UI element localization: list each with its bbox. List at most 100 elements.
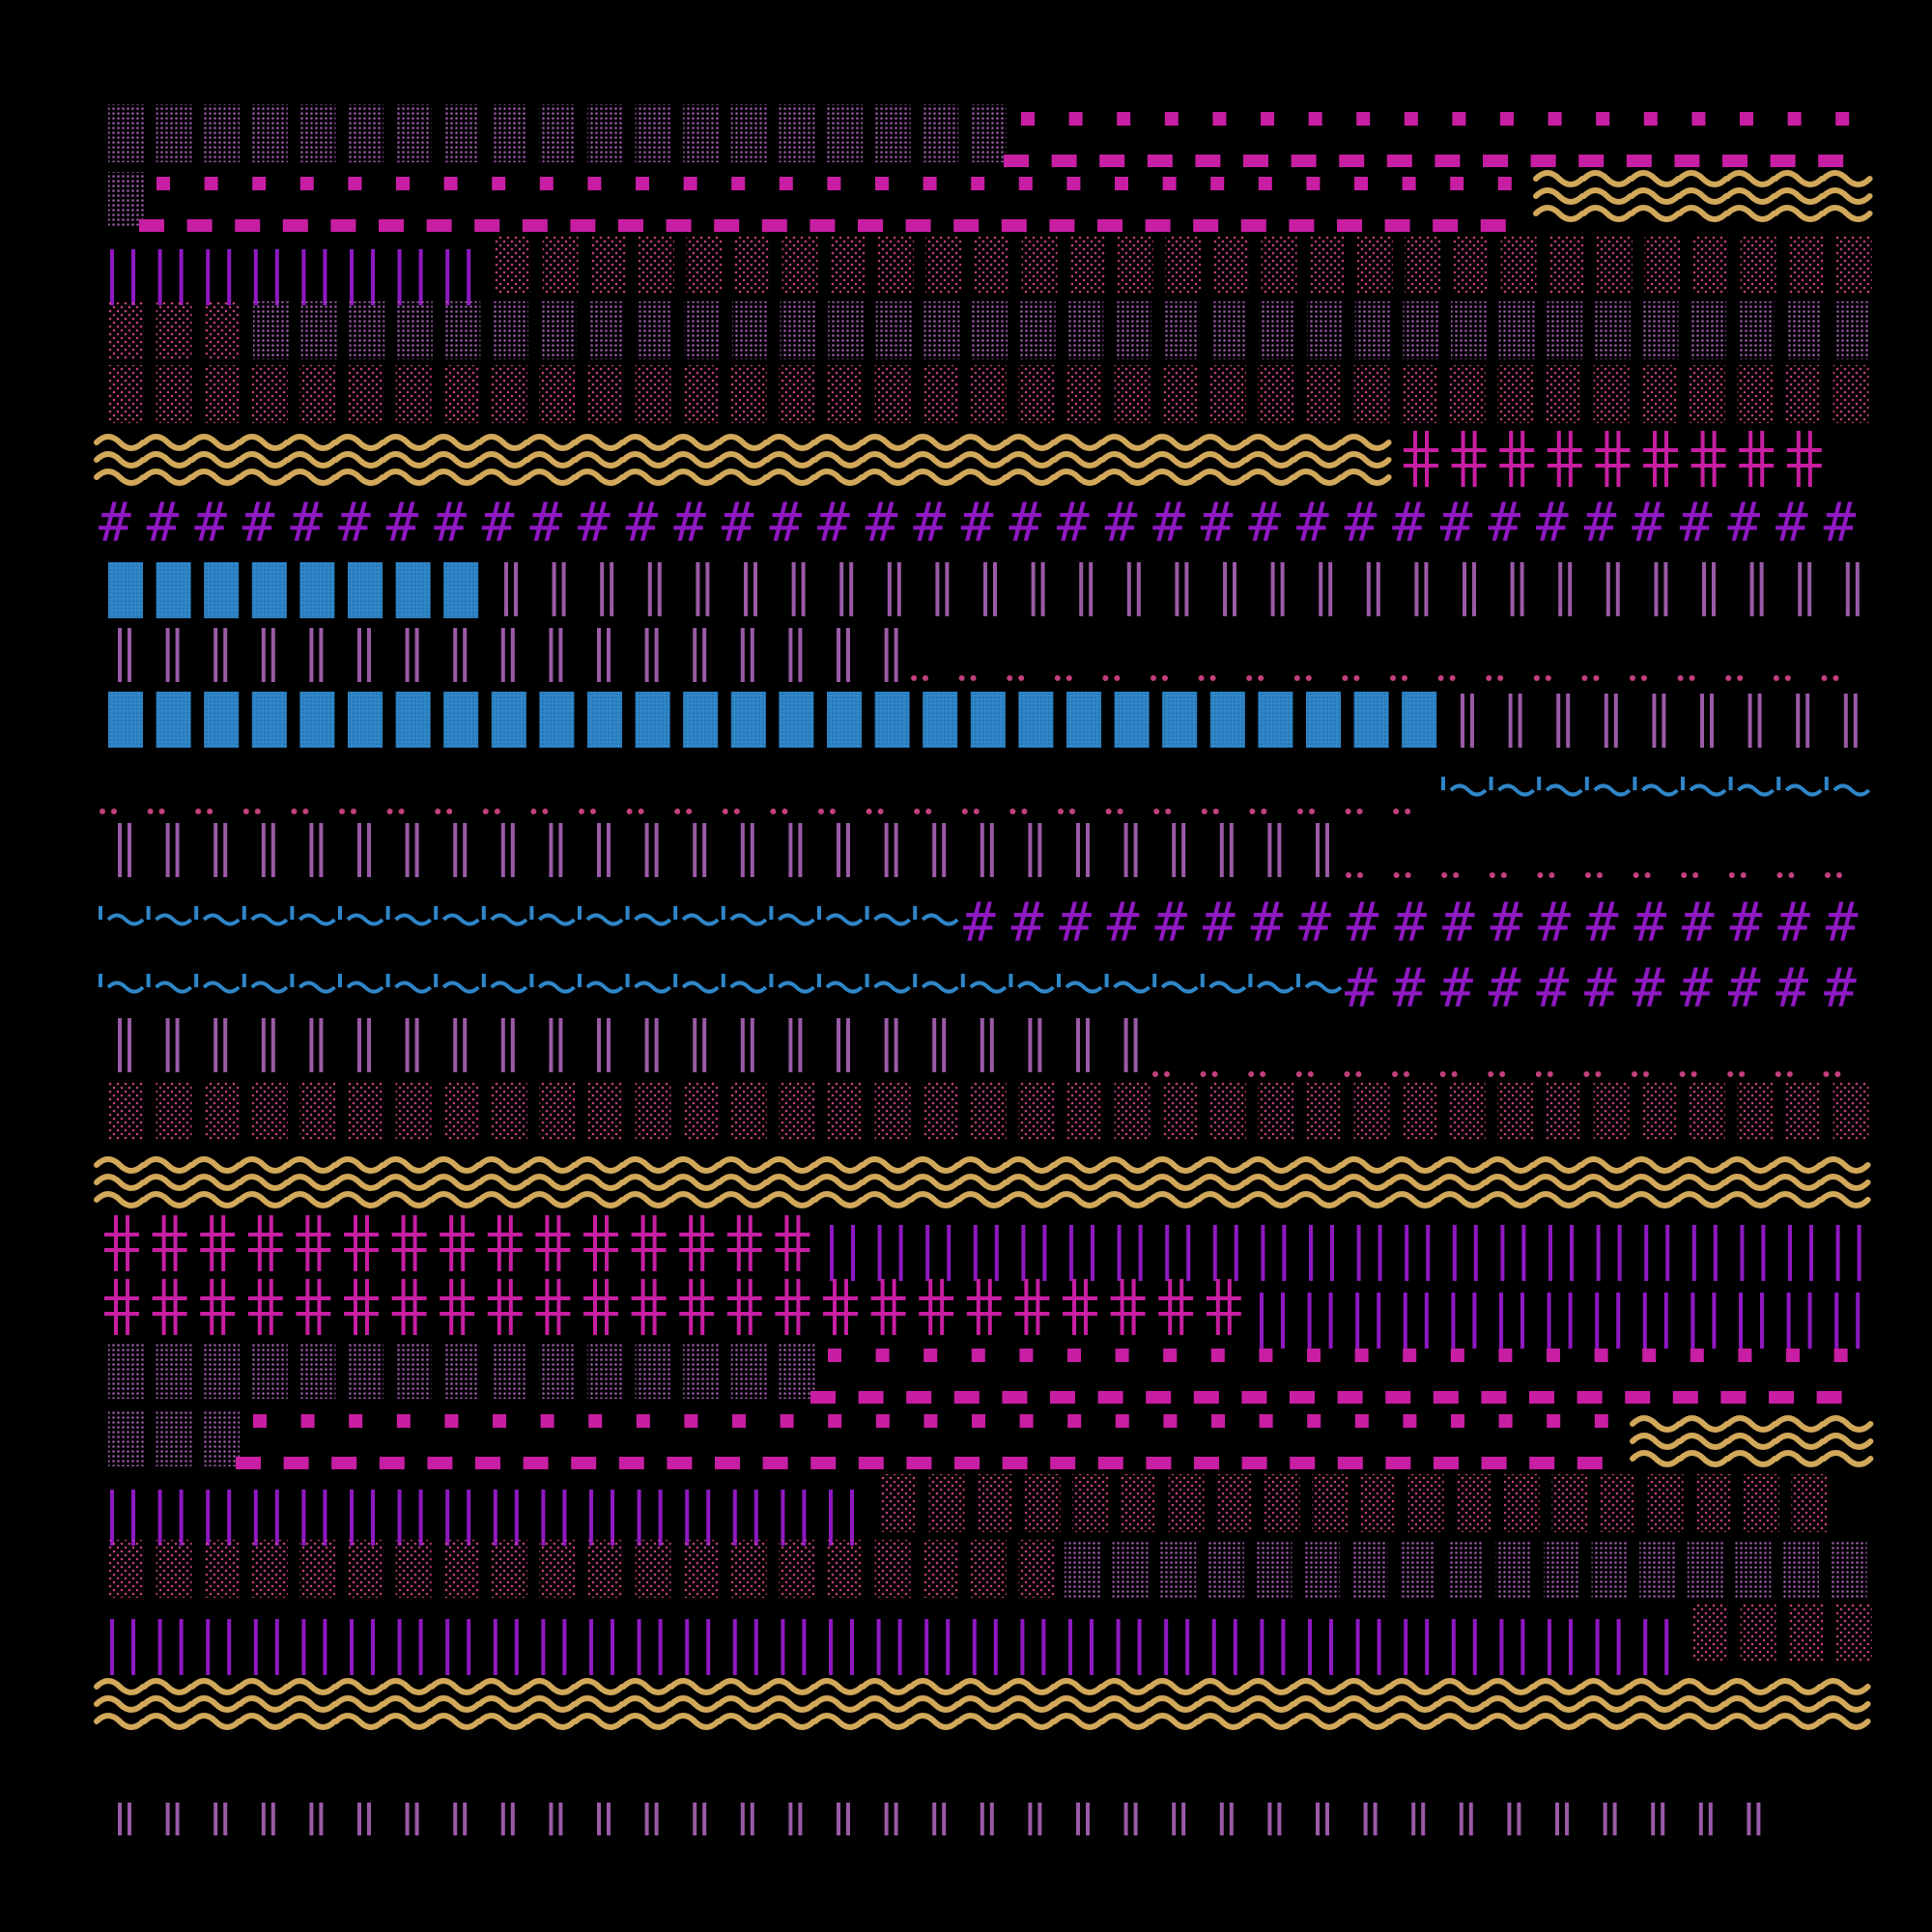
cross-icon (823, 1312, 858, 1316)
wave-icon (237, 1191, 290, 1208)
dot-pair-icon (1449, 675, 1456, 681)
vertical-bar-icon (1233, 1619, 1237, 1675)
hash-icon: # (1584, 957, 1617, 1020)
wave-icon (1148, 1191, 1201, 1208)
dotted-block-icon (444, 301, 481, 359)
wave-icon (1771, 1695, 1823, 1713)
double-bar-icon (319, 1803, 324, 1835)
double-bar-icon (693, 823, 697, 877)
dot-pair-icon (1725, 675, 1732, 681)
wave-icon (476, 1713, 529, 1730)
dotted-block-icon (1405, 236, 1441, 294)
cross-icon (679, 1248, 715, 1252)
wave-icon (1292, 434, 1344, 451)
wave-icon (189, 434, 242, 451)
tilde-icon (394, 980, 433, 994)
double-bar-icon (414, 1018, 419, 1072)
dot-pair-icon (242, 809, 249, 814)
square-dot-icon (875, 1349, 890, 1362)
wave-icon (1629, 187, 1682, 205)
dot-pair-icon (1114, 675, 1121, 681)
wave-icon (716, 451, 769, 469)
vertical-bar-icon (1451, 1619, 1456, 1675)
wave-icon (573, 434, 625, 451)
tilde-icon (873, 913, 912, 926)
dash-icon (1049, 219, 1075, 232)
dotted-block-icon (108, 1343, 144, 1399)
double-bar-icon (1807, 562, 1812, 616)
vertical-bar-icon (1807, 1293, 1812, 1349)
dotted-block-icon (1453, 236, 1489, 294)
cross-icon (461, 1279, 466, 1335)
wave-icon (1195, 469, 1248, 486)
cross-icon (257, 1279, 262, 1335)
dot-pair-icon (1165, 809, 1172, 814)
dot-pair-icon (1679, 1071, 1686, 1077)
dotted-block-icon (827, 104, 863, 162)
wave-icon (525, 1695, 578, 1713)
cross-icon (844, 1279, 848, 1335)
wave-icon (1773, 170, 1825, 187)
wave-icon (716, 1191, 769, 1208)
wave-icon (1148, 1695, 1201, 1713)
dash-icon (953, 1391, 980, 1404)
vertical-bar-icon (397, 1619, 402, 1675)
wave-icon (1771, 1191, 1823, 1208)
square-dot-icon (540, 1414, 554, 1428)
dash-icon (906, 1391, 932, 1404)
vertical-bar-icon (611, 1490, 614, 1546)
dotted-block-icon (395, 1082, 432, 1140)
vertical-bar-icon (253, 1619, 258, 1675)
double-bar-icon (453, 823, 458, 877)
dotted-block-icon (1833, 301, 1870, 359)
square-dot-icon (1833, 1349, 1848, 1362)
square-dot-icon (1354, 1349, 1369, 1362)
wave-icon (1339, 1713, 1392, 1730)
dot-pair-icon (1065, 675, 1072, 681)
dotted-block-icon (395, 104, 432, 162)
dotted-block-icon (299, 104, 336, 162)
dash-icon (1195, 155, 1221, 167)
dot-pair-icon (1105, 809, 1112, 814)
dotted-block-icon (1831, 1540, 1867, 1598)
wave-icon (1578, 1678, 1632, 1695)
vertical-bar-icon (467, 249, 471, 305)
wave-icon (812, 1695, 865, 1713)
square-dot-icon (1308, 112, 1322, 126)
double-bar-icon (414, 628, 419, 682)
double-bar-icon (175, 823, 180, 877)
wave-icon (94, 1713, 146, 1730)
dot-pair-icon (973, 809, 980, 814)
tilde-icon (729, 913, 768, 926)
wave-icon (381, 1156, 434, 1174)
vertical-bar-icon (1664, 1619, 1669, 1675)
dash-icon (906, 1457, 932, 1469)
dotted-block-icon (300, 301, 337, 359)
tilde-icon (537, 913, 576, 926)
cross-icon (412, 1279, 417, 1335)
wave-icon (1195, 1678, 1248, 1695)
square-dot-icon (1163, 1414, 1178, 1428)
double-bar-icon (453, 1018, 458, 1072)
double-bar-icon (1747, 1803, 1751, 1835)
double-bar-icon (309, 1803, 314, 1835)
wave-icon (237, 469, 290, 486)
wave-icon (1099, 1695, 1152, 1713)
dot-pair-icon (925, 809, 932, 814)
cross-icon (1168, 1279, 1173, 1335)
hash-icon: # (1440, 957, 1473, 1020)
dotted-block-icon (587, 104, 623, 162)
wave-icon (94, 434, 146, 451)
tilde-icon (155, 913, 193, 926)
dot-pair-icon (1677, 675, 1684, 681)
dot-pair-icon (1246, 675, 1253, 681)
hash-icon: # (147, 492, 180, 554)
cross-icon (1653, 431, 1657, 487)
tilde-icon (242, 974, 246, 987)
square-dot-icon (1740, 112, 1753, 126)
dash-icon (1146, 1391, 1172, 1404)
hash-icon: # (1682, 892, 1715, 954)
dotted-block-icon (1785, 365, 1821, 423)
dotted-block-icon (874, 104, 911, 162)
tilde-icon (146, 974, 151, 987)
